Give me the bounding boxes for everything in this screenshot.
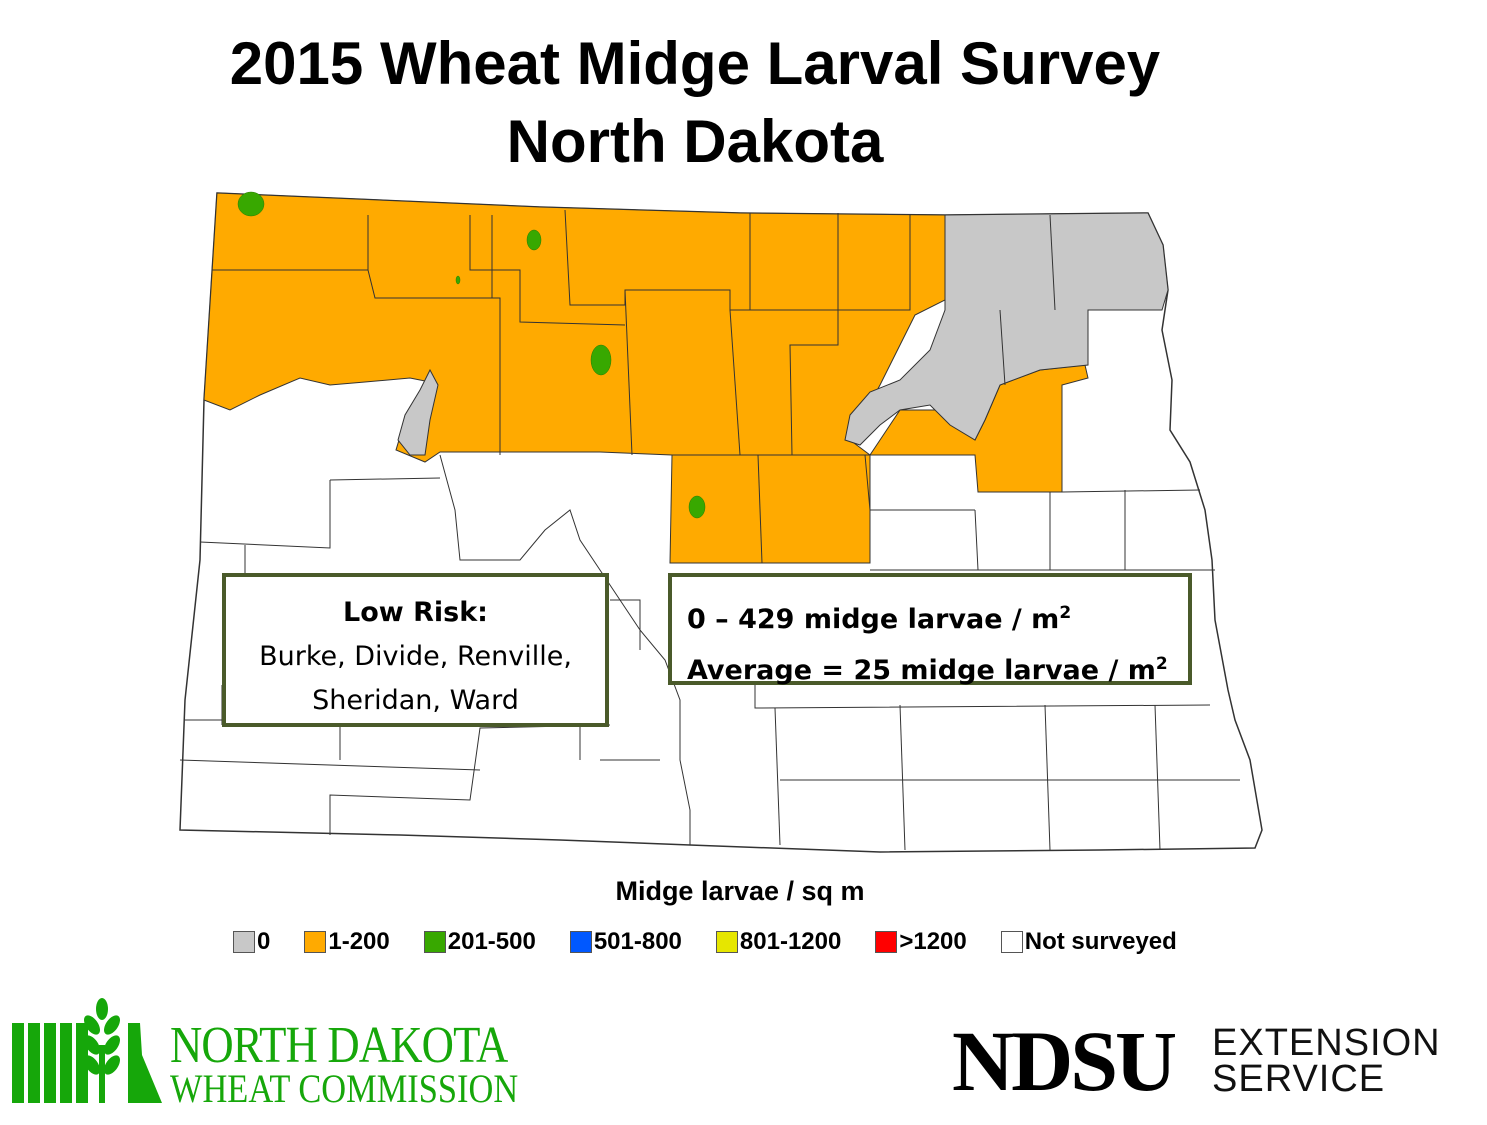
legend-label-over-1200: >1200 <box>899 928 967 955</box>
legend-label-not-surveyed: Not surveyed <box>1024 928 1177 955</box>
larvae-average-text: Average = 25 midge larvae / m <box>687 655 1156 686</box>
low-risk-counties-line-1: Burke, Divide, Renville, <box>259 641 572 672</box>
county-boundaries <box>179 209 1240 851</box>
legend-label-201-500: 201-500 <box>447 928 536 955</box>
legend-title: Midge larvae / sq m <box>615 876 865 906</box>
ndsu-extension-text: EXTENSION SERVICE <box>1212 1022 1441 1100</box>
legend-item-201-500: 201-500 <box>423 928 536 956</box>
region-zero-west <box>397 368 439 456</box>
larvae-range-text: 0 – 429 midge larvae / m <box>687 604 1060 635</box>
legend-swatch-over-1200 <box>875 931 898 953</box>
wheat-commission-logo-icon <box>12 998 162 1103</box>
wheat-commission-name-line-1: NORTH DAKOTA <box>170 1017 508 1074</box>
ndsu-logo-name: NDSU <box>952 1013 1177 1109</box>
legend-item-over-1200: >1200 <box>875 928 967 956</box>
legend-swatch-501-800 <box>569 931 592 953</box>
legend-swatch-1-200 <box>304 931 327 953</box>
low-risk-callout: Low Risk: Burke, Divide, Renville, Sheri… <box>222 573 609 727</box>
green-spot-ward <box>590 344 612 376</box>
ndsu-extension-line-2: SERVICE <box>1212 1058 1386 1100</box>
legend-item-0: 0 <box>233 928 270 956</box>
average-unit-superscript: 2 <box>1155 654 1168 674</box>
legend-swatch-801-1200 <box>715 931 738 953</box>
larvae-range-line: 0 – 429 midge larvae / m2 <box>687 591 1188 642</box>
green-spot-small <box>455 275 461 285</box>
legend-label-501-800: 501-800 <box>593 928 682 955</box>
legend-label-801-1200: 801-1200 <box>739 928 842 955</box>
region-201-500-spots <box>237 191 706 519</box>
legend-label-0: 0 <box>257 928 271 955</box>
larvae-stats-callout: 0 – 429 midge larvae / m2 Average = 25 m… <box>668 573 1192 686</box>
low-risk-counties-line-2: Sheridan, Ward <box>312 685 519 716</box>
legend-item-801-1200: 801-1200 <box>715 928 842 956</box>
legend-swatch-not-surveyed <box>1000 931 1023 953</box>
region-zero-northeast <box>844 212 1169 446</box>
ndsu-extension-line-1: EXTENSION <box>1212 1022 1441 1064</box>
north-dakota-county-map <box>179 191 1263 853</box>
range-unit-superscript: 2 <box>1059 603 1072 623</box>
green-spot-sheridan <box>688 495 706 519</box>
legend-label-1-200: 1-200 <box>328 928 390 955</box>
map-title-line-1: 2015 Wheat Midge Larval Survey <box>229 30 1161 97</box>
legend-swatch-201-500 <box>423 931 446 953</box>
larvae-average-line: Average = 25 midge larvae / m2 <box>687 642 1188 693</box>
map-title-line-2: North Dakota <box>506 108 884 175</box>
legend-item-not-surveyed: Not surveyed <box>1000 928 1177 956</box>
green-spot-divide <box>237 191 265 217</box>
legend: 0 1-200 201-500 501-800 801-1200 >1200 N… <box>233 928 1177 956</box>
legend-swatch-0 <box>233 931 255 953</box>
legend-item-501-800: 501-800 <box>569 928 682 956</box>
legend-item-1-200: 1-200 <box>304 928 390 956</box>
wheat-commission-name-line-2: WHEAT COMMISSION <box>170 1066 519 1111</box>
low-risk-heading: Low Risk: <box>343 597 488 628</box>
green-spot-burke <box>526 229 542 251</box>
